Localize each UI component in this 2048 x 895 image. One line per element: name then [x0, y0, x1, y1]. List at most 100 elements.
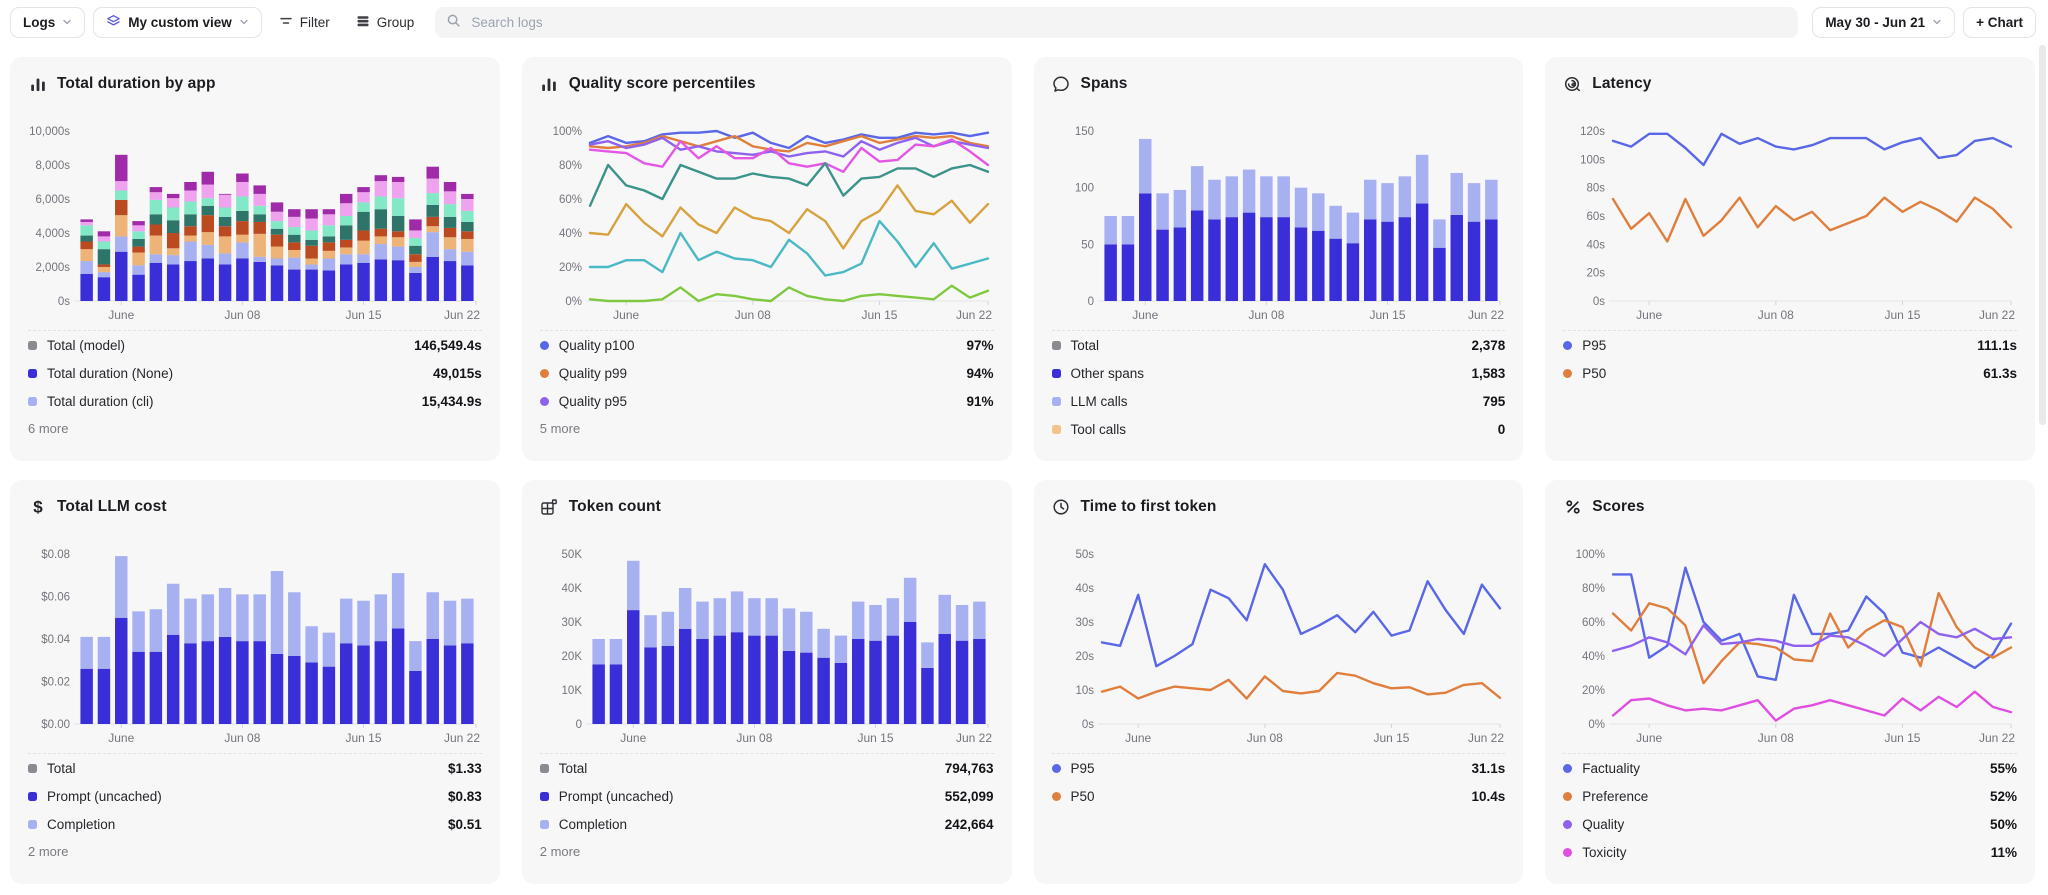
view-dropdown[interactable]: My custom view	[93, 7, 262, 38]
svg-text:June: June	[1636, 731, 1662, 745]
svg-text:50K: 50K	[561, 549, 582, 561]
svg-text:Jun 08: Jun 08	[1758, 731, 1794, 745]
legend-more-link[interactable]: 5 more	[539, 420, 581, 436]
card-header: Quality score percentiles	[540, 71, 994, 97]
chevron-down-icon	[239, 15, 249, 30]
ttft-chart[interactable]: 0s 10s 20s 30s 40s 50s June Jun 08 Jun 15 Jun 22	[1052, 526, 1504, 750]
legend-more-link[interactable]: 6 more	[28, 420, 69, 436]
legend-value: 552,099	[944, 788, 994, 804]
legend-more-link[interactable]: 2 more	[539, 843, 581, 859]
svg-text:6,000s: 6,000s	[35, 194, 70, 206]
svg-text:40s: 40s	[1075, 583, 1094, 595]
svg-text:Jun 22: Jun 22	[956, 308, 992, 322]
svg-text:50: 50	[1081, 239, 1094, 251]
legend-row: P95 111.1s	[1563, 331, 2017, 359]
legend-value: 94%	[966, 365, 994, 381]
view-dropdown-label: My custom view	[128, 15, 232, 30]
card-header: Time to first token	[1052, 494, 1506, 520]
legend-marker	[1563, 819, 1573, 829]
svg-text:30K: 30K	[561, 617, 582, 629]
card-title: Total LLM cost	[57, 498, 167, 515]
total-duration-chart[interactable]: 0s 2,000s 4,000s 6,000s 8,000s 10,000s June Jun…	[28, 103, 480, 327]
legend-marker	[539, 340, 549, 350]
svg-text:0%: 0%	[565, 296, 582, 308]
legend-more-link[interactable]: 2 more	[28, 843, 69, 859]
svg-text:80%: 80%	[1582, 583, 1605, 595]
legend-marker	[28, 763, 37, 773]
legend-marker	[1563, 791, 1573, 801]
charts-grid: Total duration by app 0s 2,000s 4,000s 6,00…	[10, 57, 2035, 884]
legend-row: P95 31.1s	[1051, 754, 1505, 782]
scores-chart[interactable]: 0% 20% 40% 60% 80% 100% June Jun 08 Jun 15 Jun 22	[1563, 526, 2015, 750]
search-input[interactable]	[469, 14, 1788, 31]
quality-percentiles-chart[interactable]: 0% 20% 40% 60% 80% 100% June Jun 08 Jun 15 Jun 22	[540, 103, 992, 327]
legend-label: Other spans	[1070, 365, 1145, 381]
legend-label: Quality p99	[558, 365, 628, 381]
svg-text:$0.08: $0.08	[41, 549, 70, 561]
svg-text:Jun 22: Jun 22	[444, 731, 480, 745]
svg-text:Jun 22: Jun 22	[1979, 731, 2015, 745]
svg-text:80%: 80%	[559, 160, 582, 172]
chart-card-spans: Spans 0 50 100 150 June Jun 08 Jun 15 Jun 22 To…	[1033, 57, 1524, 461]
svg-text:$0.00: $0.00	[41, 719, 70, 731]
svg-text:4,000s: 4,000s	[35, 228, 70, 240]
spans-chart[interactable]: 0 50 100 150 June Jun 08 Jun 15 Jun 22	[1052, 103, 1504, 327]
svg-text:June: June	[108, 731, 134, 745]
group-button[interactable]: Group	[347, 7, 424, 38]
legend-value: 795	[1482, 393, 1506, 409]
layers-icon	[106, 14, 121, 32]
add-chart-button[interactable]: + Chart	[1963, 7, 2036, 38]
legend: Factuality 55% Preference 52% Quality 50% Toxi…	[1563, 753, 2017, 866]
svg-text:40%: 40%	[1582, 651, 1605, 663]
card-header: Token count	[540, 494, 994, 520]
legend-label: Total	[1070, 337, 1100, 353]
llm-cost-chart[interactable]: $0.00 $0.02 $0.04 $0.06 $0.08 June Jun 08 Jun 1…	[28, 526, 480, 750]
svg-text:$0.02: $0.02	[41, 677, 70, 689]
legend-label: Tool calls	[1070, 421, 1127, 437]
legend-label: Prompt (uncached)	[558, 788, 674, 804]
svg-text:Jun 15: Jun 15	[1369, 308, 1405, 322]
card-title: Spans	[1080, 75, 1128, 92]
legend-label: Quality	[1582, 816, 1625, 832]
legend-row: Total 2,378	[1051, 331, 1505, 359]
svg-text:10K: 10K	[561, 685, 582, 697]
svg-text:80s: 80s	[1587, 183, 1606, 195]
svg-text:Jun 15: Jun 15	[857, 731, 893, 745]
card-header: Total duration by app	[28, 71, 482, 97]
scrollbar[interactable]	[2039, 45, 2046, 425]
svg-text:0%: 0%	[1589, 719, 1606, 731]
legend-marker	[539, 396, 549, 406]
rows-icon	[356, 14, 370, 31]
legend-value: 0	[1497, 421, 1506, 437]
legend-label: P50	[1070, 788, 1095, 804]
legend-label: Quality p100	[558, 337, 635, 353]
legend-marker	[1563, 763, 1573, 773]
chart-card-token-count: Token count 0 10K 20K 30K 40K 50K June Jun 08 Ju…	[521, 480, 1012, 884]
logs-dropdown[interactable]: Logs	[10, 7, 86, 38]
legend-marker	[539, 819, 549, 829]
date-range-dropdown[interactable]: May 30 - Jun 21	[1812, 7, 1956, 38]
latency-chart[interactable]: 0s 20s 40s 60s 80s 100s 120s June Jun 08 Jun 15 Ju…	[1563, 103, 2015, 327]
filter-button[interactable]: Filter	[270, 7, 339, 38]
legend-value: 50%	[1989, 816, 2017, 832]
legend-label: Completion	[558, 816, 628, 832]
svg-text:40s: 40s	[1587, 239, 1606, 251]
legend-value: 10.4s	[1471, 788, 1506, 804]
legend-value: 242,664	[944, 816, 994, 832]
svg-text:0s: 0s	[1081, 719, 1093, 731]
svg-text:Jun 15: Jun 15	[1373, 731, 1409, 745]
legend-marker	[28, 396, 37, 406]
percent-icon	[1563, 498, 1582, 516]
svg-text:Jun 15: Jun 15	[346, 308, 382, 322]
search-icon	[446, 13, 461, 33]
legend-label: Preference	[1582, 788, 1649, 804]
token-count-chart[interactable]: 0 10K 20K 30K 40K 50K June Jun 08 Jun 15 Jun 22	[540, 526, 992, 750]
legend-marker	[28, 340, 37, 350]
legend-marker	[539, 368, 549, 378]
svg-text:Jun 08: Jun 08	[1758, 308, 1794, 322]
svg-text:Jun 22: Jun 22	[1467, 731, 1503, 745]
legend-value: $1.33	[447, 760, 482, 776]
chart-card-total-duration-by-app: Total duration by app 0s 2,000s 4,000s 6,00…	[10, 57, 500, 461]
svg-text:Jun 15: Jun 15	[861, 308, 897, 322]
legend: P95 111.1s P50 61.3s	[1563, 330, 2017, 387]
